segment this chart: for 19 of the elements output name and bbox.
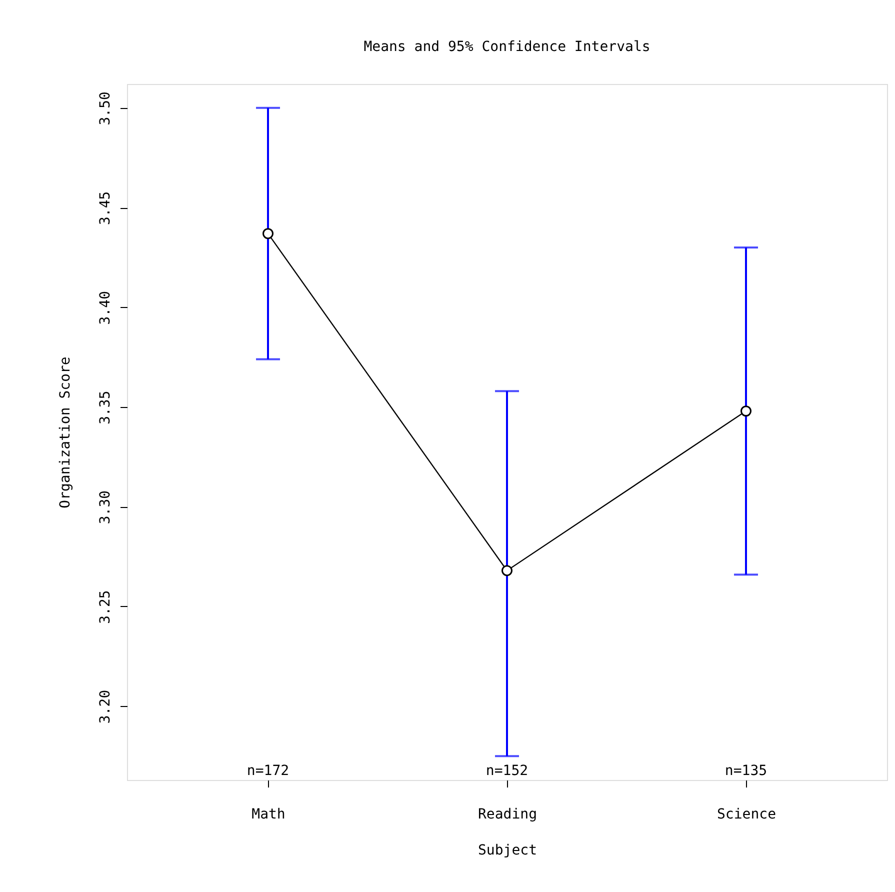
chart-title: Means and 95% Confidence Intervals <box>364 39 650 55</box>
y-tick-label: 3.20 <box>98 690 114 724</box>
x-axis-title: Subject <box>478 842 538 858</box>
point <box>262 228 274 240</box>
x-tick-label: Math <box>252 806 286 822</box>
annotation: n=172 <box>246 763 290 779</box>
annotation: n=152 <box>486 763 528 779</box>
x-tick-label: Science <box>716 806 776 822</box>
y-tick-label: 3.25 <box>98 590 114 624</box>
y-tick-label: 3.30 <box>98 490 114 524</box>
y-axis-title: Organization Score <box>58 356 74 508</box>
annotation: n=135 <box>724 763 768 779</box>
y-tick-label: 3.40 <box>98 291 114 325</box>
x-tick-label: Reading <box>478 806 538 822</box>
point <box>740 406 752 417</box>
point <box>502 565 512 576</box>
y-tick-label: 3.45 <box>98 191 114 226</box>
y-tick-label: 3.50 <box>98 92 114 126</box>
y-tick-label: 3.35 <box>98 390 114 424</box>
